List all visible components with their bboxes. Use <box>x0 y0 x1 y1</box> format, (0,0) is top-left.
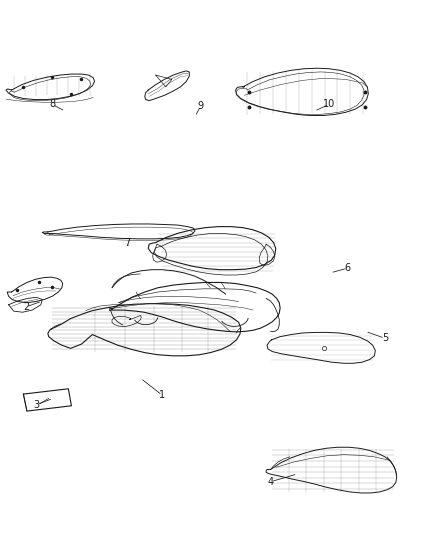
Text: 8: 8 <box>49 99 55 109</box>
Text: 4: 4 <box>268 477 274 487</box>
Text: 2: 2 <box>23 302 29 312</box>
Text: 9: 9 <box>198 101 204 111</box>
Text: 7: 7 <box>124 238 131 247</box>
Text: 1: 1 <box>159 390 165 400</box>
Text: 6: 6 <box>345 263 351 273</box>
Text: 10: 10 <box>323 99 335 109</box>
Text: 5: 5 <box>382 333 388 343</box>
Text: 3: 3 <box>33 400 39 410</box>
